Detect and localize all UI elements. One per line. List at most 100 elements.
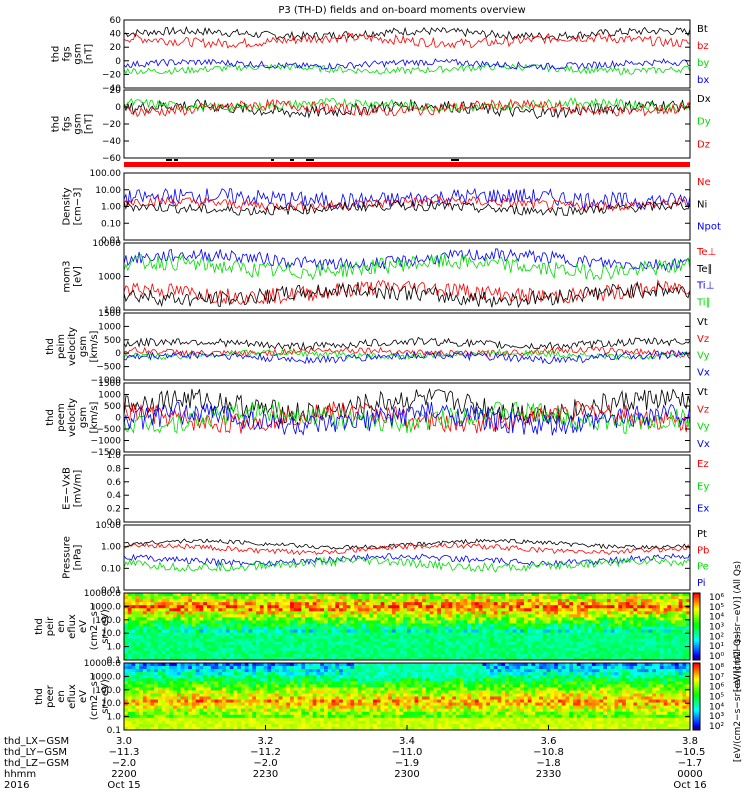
heatmap-cell <box>274 611 279 615</box>
heatmap-cell <box>176 672 181 676</box>
heatmap-cell <box>191 708 196 713</box>
heatmap-cell <box>346 678 351 682</box>
heatmap-cell <box>580 596 585 600</box>
heatmap-cell <box>142 696 147 700</box>
heatmap-cell <box>640 608 646 612</box>
heatmap-cell <box>131 693 136 697</box>
series-line-Dz <box>123 98 691 118</box>
heatmap-cell <box>365 653 370 658</box>
heatmap-cell <box>263 620 268 624</box>
heatmap-cell <box>188 599 193 603</box>
heatmap-cell <box>399 617 404 621</box>
heatmap-cell <box>271 708 276 713</box>
heatmap-cell <box>146 617 151 621</box>
heatmap-cell <box>157 663 163 667</box>
heatmap-cell <box>146 678 151 682</box>
heatmap-cell <box>505 644 510 649</box>
heatmap-cell <box>576 620 581 624</box>
heatmap-cell <box>440 635 446 639</box>
heatmap-cell <box>523 650 529 655</box>
heatmap-cell <box>546 617 551 621</box>
heatmap-cell <box>297 681 302 685</box>
heatmap-cell <box>490 641 495 646</box>
heatmap-cell <box>131 726 136 731</box>
heatmap-cell <box>259 699 264 703</box>
heatmap-cell <box>240 687 246 691</box>
heatmap-cell <box>523 620 529 624</box>
heatmap-cell <box>546 638 551 643</box>
heatmap-cell <box>497 599 502 603</box>
heatmap-cell <box>403 635 408 639</box>
heatmap-cell <box>135 632 140 636</box>
heatmap-cell <box>127 681 132 685</box>
heatmap-cell <box>588 608 593 612</box>
heatmap-cell <box>225 623 230 627</box>
heatmap-cell <box>131 644 136 649</box>
heatmap-cell <box>233 620 238 624</box>
heatmap-cell <box>327 690 332 694</box>
heatmap-cell <box>339 684 344 688</box>
heatmap-cell <box>199 693 204 697</box>
heatmap-cell <box>497 614 502 618</box>
heatmap-cell <box>297 596 302 600</box>
heatmap-cell <box>610 593 615 597</box>
legend-Vx: Vx <box>697 367 710 378</box>
heatmap-cell <box>520 614 525 618</box>
heatmap-cell <box>297 626 302 630</box>
heatmap-cell <box>429 596 434 600</box>
heatmap-cell <box>414 638 419 643</box>
heatmap-cell <box>252 641 257 646</box>
heatmap-cell <box>682 644 687 649</box>
heatmap-cell <box>539 653 544 658</box>
heatmap-cell <box>588 644 593 649</box>
heatmap-cell <box>354 708 359 713</box>
heatmap-cell <box>297 711 302 716</box>
heatmap-cell <box>361 663 366 667</box>
heatmap-cell <box>267 611 272 615</box>
heatmap-cell <box>154 632 159 636</box>
heatmap-cell <box>297 708 302 713</box>
heatmap-cell <box>278 723 283 728</box>
heatmap-cell <box>203 593 208 597</box>
heatmap-cell <box>384 602 389 606</box>
heatmap-cell <box>323 669 329 673</box>
heatmap-cell <box>286 675 291 679</box>
heatmap-cell <box>418 623 423 627</box>
heatmap-cell <box>207 705 212 709</box>
heatmap-cell <box>505 635 510 639</box>
heatmap-cell <box>150 656 155 661</box>
heatmap-cell <box>139 632 144 636</box>
heatmap-cell <box>248 647 253 652</box>
heatmap-cell <box>176 596 181 600</box>
heatmap-cell <box>674 608 679 612</box>
heatmap-cell <box>233 684 238 688</box>
heatmap-cell <box>320 593 325 597</box>
heatmap-cell <box>652 617 657 621</box>
heatmap-cell <box>240 617 246 621</box>
heatmap-cell <box>354 675 359 679</box>
heatmap-cell <box>339 644 344 649</box>
heatmap-cell <box>222 638 227 643</box>
heatmap-cell <box>252 623 257 627</box>
heatmap-cell <box>274 638 279 643</box>
heatmap-cell <box>267 687 272 691</box>
heatmap-cell <box>214 623 219 627</box>
heatmap-cell <box>561 623 566 627</box>
heatmap-cell <box>373 620 378 624</box>
heatmap-cell <box>452 647 457 652</box>
heatmap-cell <box>339 669 344 673</box>
heatmap-cell <box>293 617 298 621</box>
heatmap-cell <box>286 605 291 609</box>
heatmap-cell <box>274 696 279 700</box>
heatmap-cell <box>350 708 355 713</box>
heatmap-cell <box>554 653 559 658</box>
heatmap-cell <box>663 602 668 606</box>
heatmap-cell <box>339 723 344 728</box>
heatmap-cell <box>339 693 344 697</box>
heatmap-cell <box>173 666 178 670</box>
heatmap-cell <box>527 608 532 612</box>
heatmap-cell <box>308 629 313 633</box>
heatmap-cell <box>191 608 196 612</box>
heatmap-cell <box>154 726 159 731</box>
heatmap-cell <box>256 596 261 600</box>
